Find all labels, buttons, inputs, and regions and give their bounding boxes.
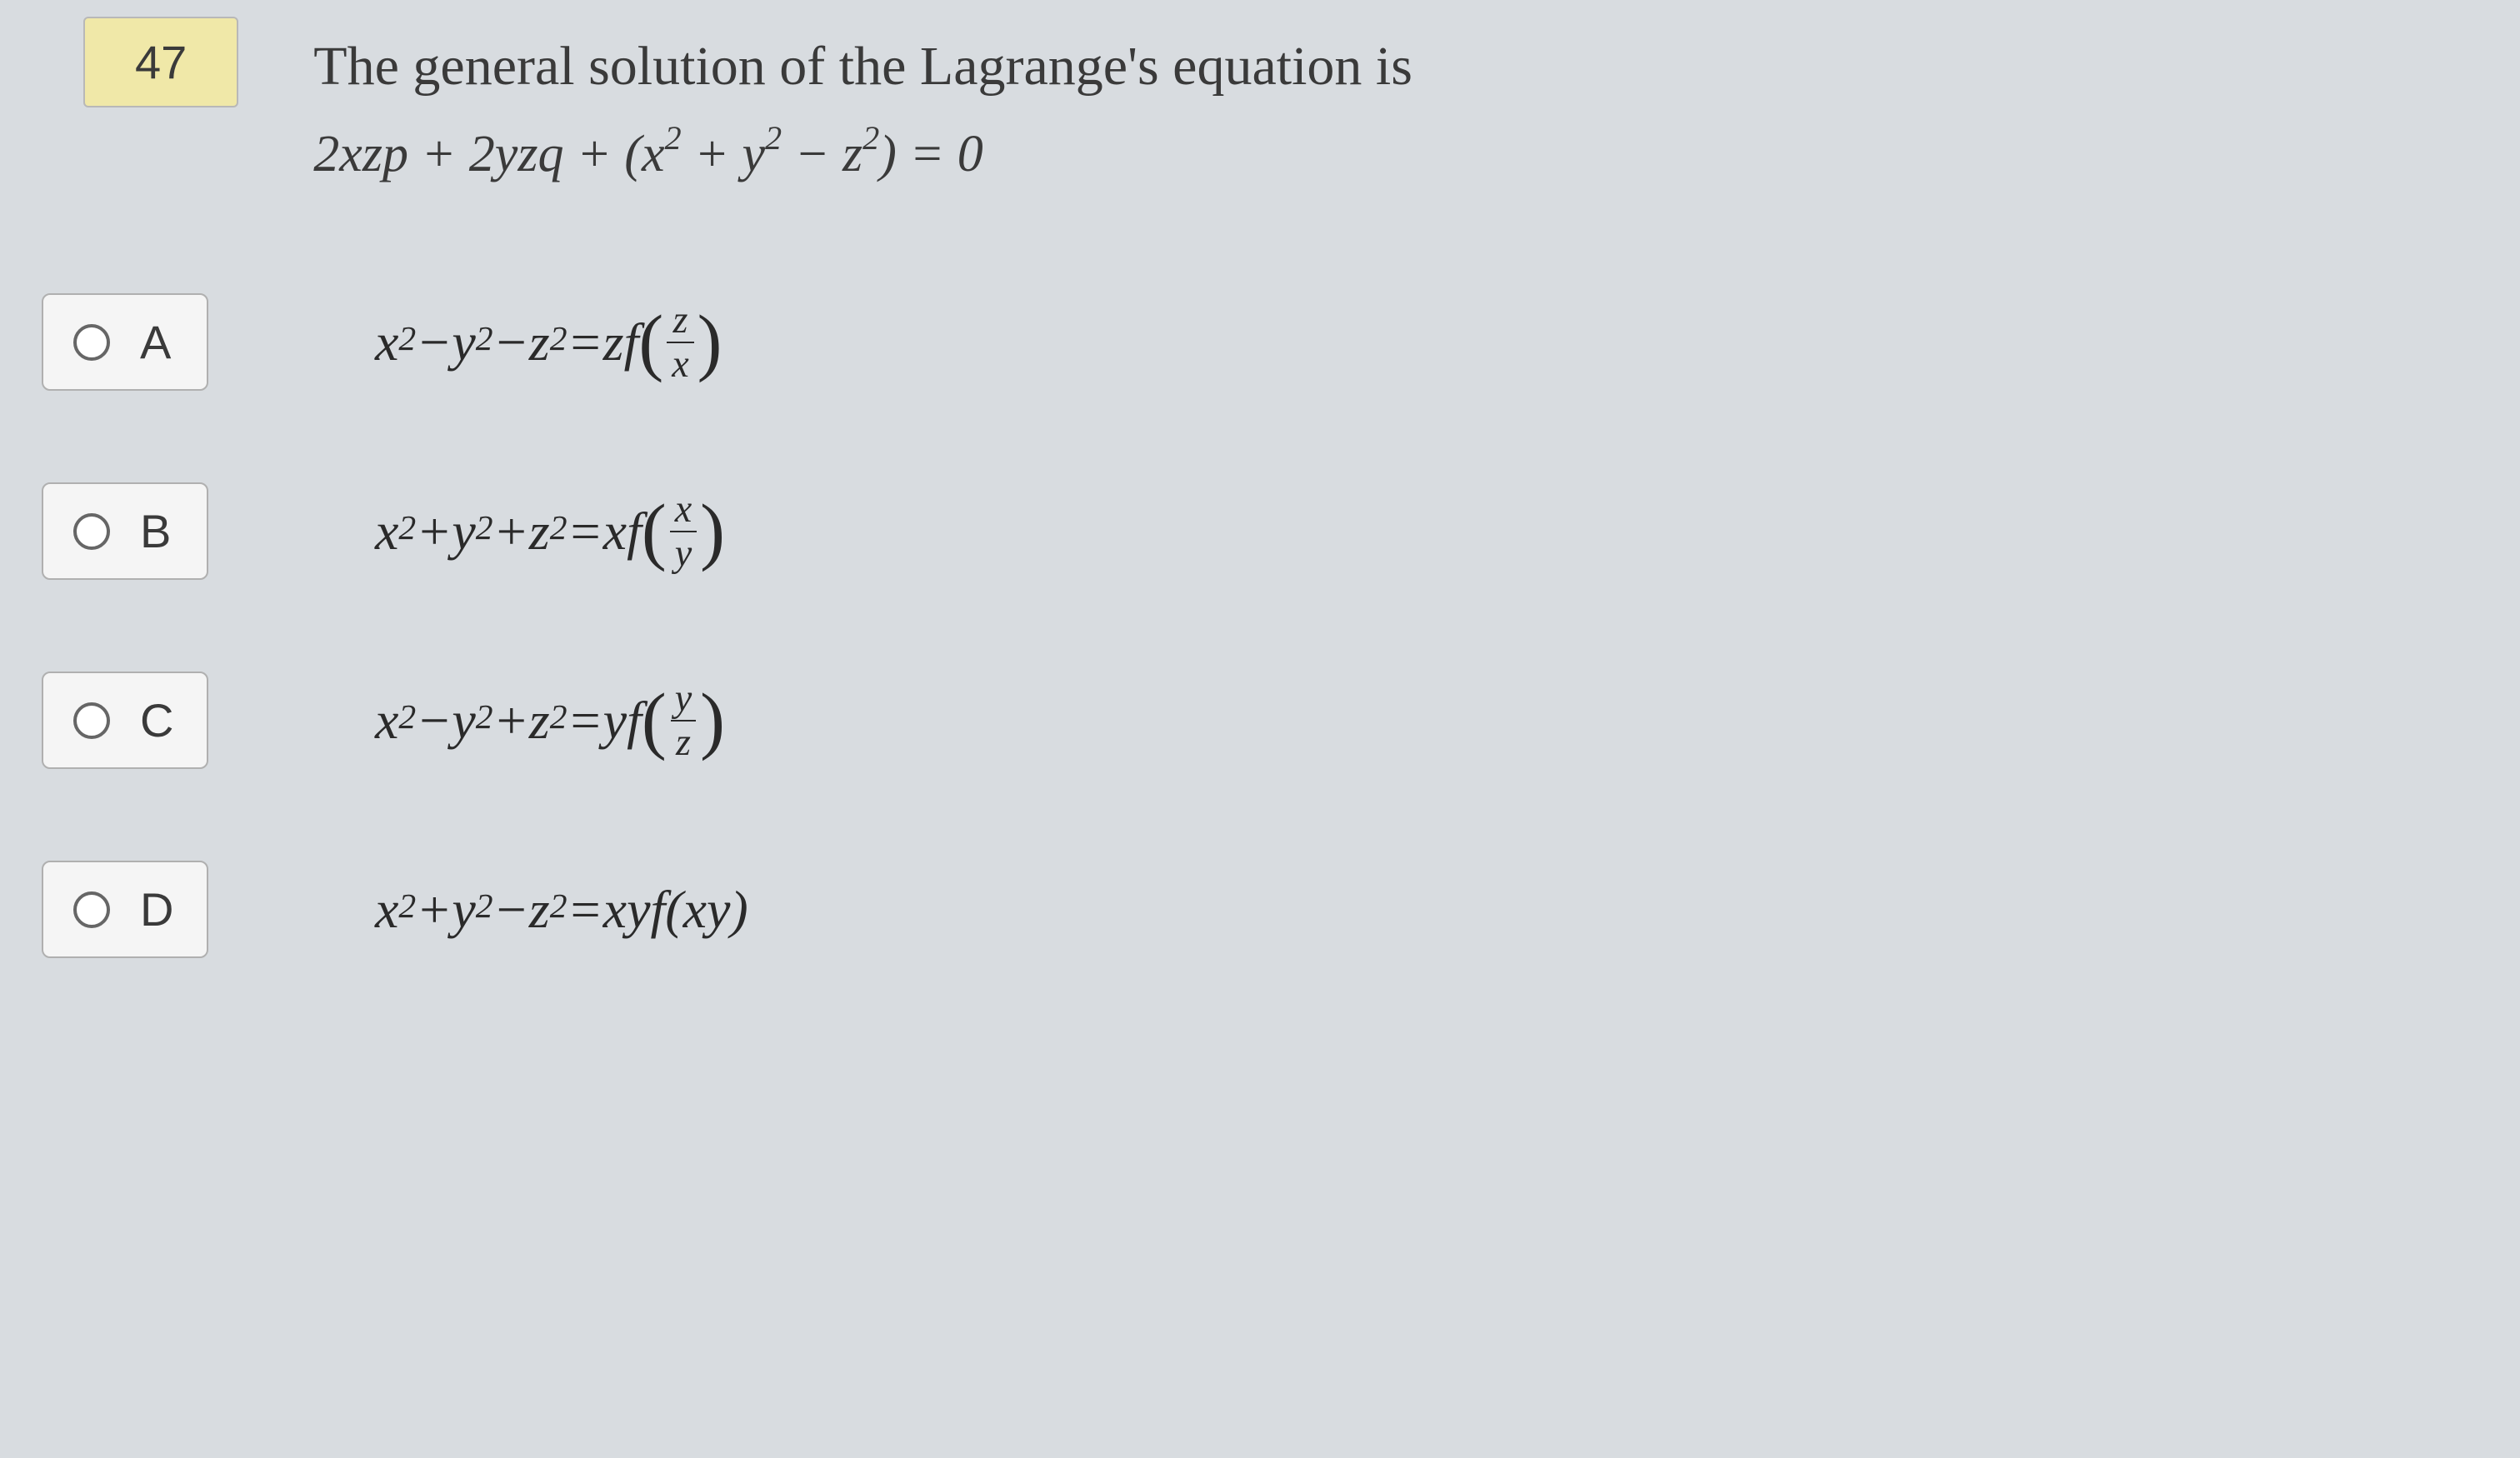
option-row-a: A x2 − y2 − z2 = zf (zx) bbox=[42, 293, 2470, 391]
option-row-c: C x2 − y2 + z2 = yf (yz) bbox=[42, 672, 2470, 769]
option-formula-c: x2 − y2 + z2 = yf (yz) bbox=[375, 677, 725, 763]
option-row-d: D x2 + y2 − z2 = xyf(xy) bbox=[42, 861, 2470, 958]
option-letter: B bbox=[140, 504, 171, 558]
option-button-c[interactable]: C bbox=[42, 672, 208, 769]
option-formula-a: x2 − y2 − z2 = zf (zx) bbox=[375, 299, 722, 385]
radio-icon bbox=[73, 324, 110, 361]
question-text-block: The general solution of the Lagrange's e… bbox=[313, 17, 2470, 193]
question-equation: 2xzp + 2yzq + (x2 + y2 − z2) = 0 bbox=[313, 116, 2470, 193]
radio-icon bbox=[73, 702, 110, 739]
question-number-badge: 47 bbox=[83, 17, 238, 107]
option-button-b[interactable]: B bbox=[42, 482, 208, 580]
question-prompt: The general solution of the Lagrange's e… bbox=[313, 36, 1412, 97]
option-letter: A bbox=[140, 315, 171, 369]
option-formula-d: x2 + y2 − z2 = xyf(xy) bbox=[375, 879, 748, 941]
options-list: A x2 − y2 − z2 = zf (zx) B x2 + y2 + z2 … bbox=[0, 293, 2520, 958]
question-header: 47 The general solution of the Lagrange'… bbox=[0, 0, 2520, 227]
radio-icon bbox=[73, 891, 110, 928]
option-letter: C bbox=[140, 693, 173, 747]
option-button-d[interactable]: D bbox=[42, 861, 208, 958]
option-formula-b: x2 + y2 + z2 = xf (xy) bbox=[375, 488, 725, 574]
option-letter: D bbox=[140, 882, 173, 936]
question-number: 47 bbox=[135, 36, 187, 88]
radio-icon bbox=[73, 513, 110, 550]
option-row-b: B x2 + y2 + z2 = xf (xy) bbox=[42, 482, 2470, 580]
option-button-a[interactable]: A bbox=[42, 293, 208, 391]
